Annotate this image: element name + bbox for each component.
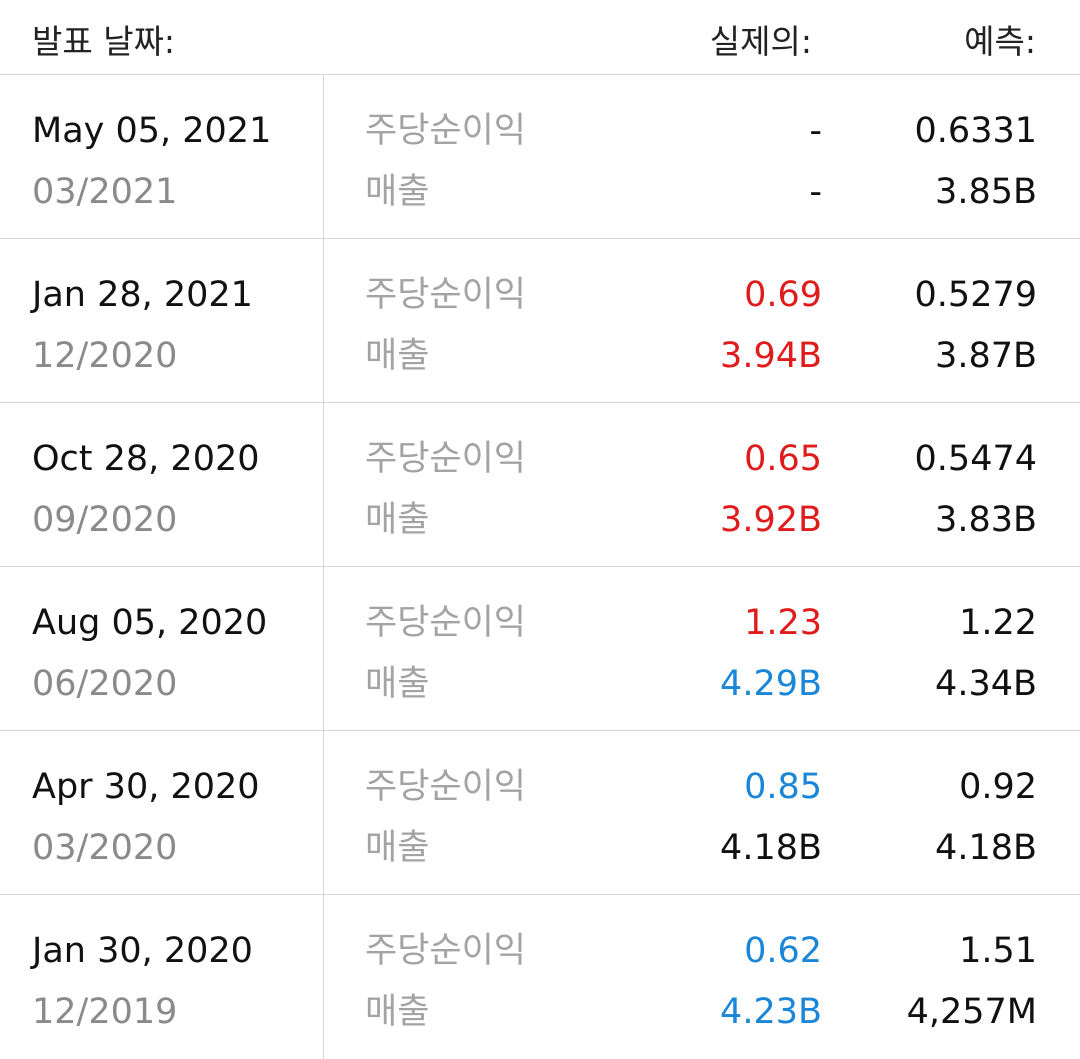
revenue-actual: 4.23B [720, 992, 822, 1032]
revenue-label: 매출 [365, 172, 430, 212]
eps-label: 주당순이익 [365, 931, 527, 971]
earnings-row[interactable]: May 05, 2021 03/2021 주당순이익 매출 - 0.6331 -… [0, 75, 1080, 239]
header-actual: 실제의: [709, 22, 812, 61]
revenue-label: 매출 [365, 336, 430, 376]
earnings-row[interactable]: Aug 05, 2020 06/2020 주당순이익 매출 1.23 1.22 … [0, 567, 1080, 731]
revenue-forecast: 3.85B [935, 172, 1037, 212]
eps-forecast: 0.92 [959, 767, 1037, 807]
fiscal-period: 12/2019 [32, 992, 178, 1032]
earnings-table: May 05, 2021 03/2021 주당순이익 매출 - 0.6331 -… [0, 75, 1080, 1059]
revenue-actual: 4.29B [720, 664, 822, 704]
eps-actual: 0.69 [744, 275, 822, 315]
fiscal-period: 09/2020 [32, 500, 178, 540]
eps-actual: 0.85 [744, 767, 822, 807]
eps-label: 주당순이익 [365, 275, 527, 315]
release-date: Jan 30, 2020 [32, 931, 253, 971]
fiscal-period: 03/2020 [32, 828, 178, 868]
header-forecast: 예측: [964, 22, 1036, 61]
eps-label: 주당순이익 [365, 439, 527, 479]
column-divider [323, 731, 324, 894]
eps-label: 주당순이익 [365, 111, 527, 151]
eps-forecast: 1.22 [959, 603, 1037, 643]
fiscal-period: 03/2021 [32, 172, 178, 212]
eps-actual: 0.65 [744, 439, 822, 479]
eps-actual: - [809, 111, 822, 151]
revenue-actual: 3.94B [720, 336, 822, 376]
fiscal-period: 12/2020 [32, 336, 178, 376]
earnings-row[interactable]: Jan 30, 2020 12/2019 주당순이익 매출 0.62 1.51 … [0, 895, 1080, 1059]
eps-forecast: 0.5474 [914, 439, 1037, 479]
fiscal-period: 06/2020 [32, 664, 178, 704]
column-divider [323, 239, 324, 402]
revenue-forecast: 3.87B [935, 336, 1037, 376]
revenue-actual: 3.92B [720, 500, 822, 540]
eps-label: 주당순이익 [365, 767, 527, 807]
earnings-row[interactable]: Jan 28, 2021 12/2020 주당순이익 매출 0.69 0.527… [0, 239, 1080, 403]
column-divider [323, 75, 324, 238]
revenue-forecast: 4.34B [935, 664, 1037, 704]
header-release-date: 발표 날짜: [32, 22, 176, 61]
release-date: Oct 28, 2020 [32, 439, 260, 479]
table-header: 발표 날짜: 실제의: 예측: [0, 0, 1080, 75]
revenue-label: 매출 [365, 992, 430, 1032]
eps-forecast: 1.51 [959, 931, 1037, 971]
revenue-label: 매출 [365, 664, 430, 704]
eps-actual: 1.23 [744, 603, 822, 643]
eps-actual: 0.62 [744, 931, 822, 971]
revenue-forecast: 3.83B [935, 500, 1037, 540]
revenue-forecast: 4,257M [906, 992, 1037, 1032]
revenue-actual: - [809, 172, 822, 212]
revenue-actual: 4.18B [720, 828, 822, 868]
release-date: Apr 30, 2020 [32, 767, 260, 807]
column-divider [323, 895, 324, 1059]
earnings-row[interactable]: Oct 28, 2020 09/2020 주당순이익 매출 0.65 0.547… [0, 403, 1080, 567]
revenue-forecast: 4.18B [935, 828, 1037, 868]
release-date: Aug 05, 2020 [32, 603, 268, 643]
column-divider [323, 403, 324, 566]
eps-label: 주당순이익 [365, 603, 527, 643]
release-date: May 05, 2021 [32, 111, 272, 151]
eps-forecast: 0.6331 [914, 111, 1037, 151]
release-date: Jan 28, 2021 [32, 275, 253, 315]
revenue-label: 매출 [365, 828, 430, 868]
revenue-label: 매출 [365, 500, 430, 540]
eps-forecast: 0.5279 [914, 275, 1037, 315]
earnings-row[interactable]: Apr 30, 2020 03/2020 주당순이익 매출 0.85 0.92 … [0, 731, 1080, 895]
column-divider [323, 567, 324, 730]
